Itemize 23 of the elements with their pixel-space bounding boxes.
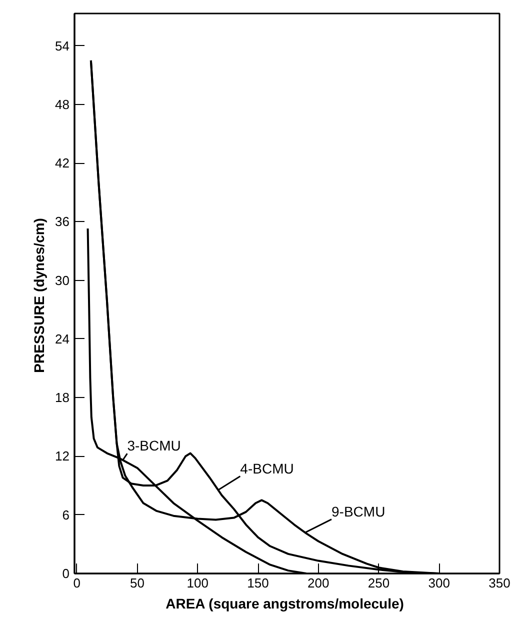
x-tick-label: 250 xyxy=(368,576,390,590)
x-tick-label: 50 xyxy=(130,576,145,590)
series-label: 3-BCMU xyxy=(127,438,181,454)
x-axis-title: AREA (square angstroms/molecule) xyxy=(166,596,404,612)
x-tick-label: 200 xyxy=(308,576,330,590)
y-tick-label: 54 xyxy=(55,38,70,54)
y-tick-label: 24 xyxy=(55,331,70,346)
x-tick-label: 100 xyxy=(186,576,209,590)
y-tick-label: 48 xyxy=(55,96,70,112)
y-axis-title: PRESSURE (dynes/cm) xyxy=(31,218,48,373)
y-tick-label: 36 xyxy=(55,214,70,230)
y-tick-label: 30 xyxy=(55,272,70,288)
y-tick-label: 42 xyxy=(55,156,70,171)
x-tick-label: 150 xyxy=(247,576,269,590)
y-tick-label: 0 xyxy=(62,566,70,581)
y-tick-label: 12 xyxy=(55,448,70,464)
y-tick-label: 6 xyxy=(62,507,70,522)
x-tick-label: 0 xyxy=(73,576,81,590)
x-tick-label: 350 xyxy=(488,576,510,590)
series-label: 4-BCMU xyxy=(240,460,294,476)
series-label: 9-BCMU xyxy=(332,503,386,520)
x-tick-label: 300 xyxy=(428,576,450,590)
y-tick-label: 18 xyxy=(55,390,70,406)
